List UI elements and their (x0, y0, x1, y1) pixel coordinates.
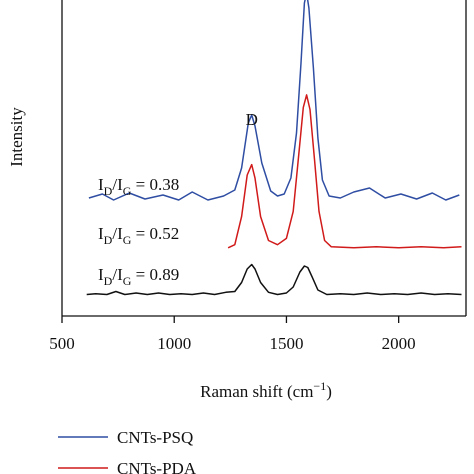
x-axis-title: Raman shift (cm−1) (200, 379, 332, 401)
series-line-3 (86, 263, 462, 296)
x-tick-label: 1000 (157, 334, 191, 353)
series-line-1 (88, 0, 460, 201)
ratio-label: ID/IG = 0.38 (98, 175, 179, 198)
ratio-label: ID/IG = 0.52 (98, 224, 179, 247)
series-line-2 (227, 94, 462, 249)
x-ticks: 500 1000 1500 2000 (49, 316, 416, 353)
peak-label-d: D (246, 110, 258, 129)
x-tick-label: 500 (49, 334, 75, 353)
x-axis-title-text: Raman shift (cm (200, 382, 313, 401)
x-tick-label: 2000 (382, 334, 416, 353)
annotation-layer: ID/IG = 0.38 ID/IG = 0.52 ID/IG = 0.89 D (98, 110, 258, 288)
x-axis-title-close: ) (326, 382, 332, 401)
x-axis-title-sup: −1 (313, 379, 326, 393)
legend-label-psq: CNTs-PSQ (117, 428, 193, 447)
legend-label-pda: CNTs-PDA (117, 459, 197, 474)
series-layer (86, 0, 462, 296)
y-axis-title: Intensity (7, 107, 26, 167)
x-tick-label: 1500 (269, 334, 303, 353)
legend: CNTs-PSQ CNTs-PDA (58, 428, 197, 474)
ratio-label: ID/IG = 0.89 (98, 265, 179, 288)
